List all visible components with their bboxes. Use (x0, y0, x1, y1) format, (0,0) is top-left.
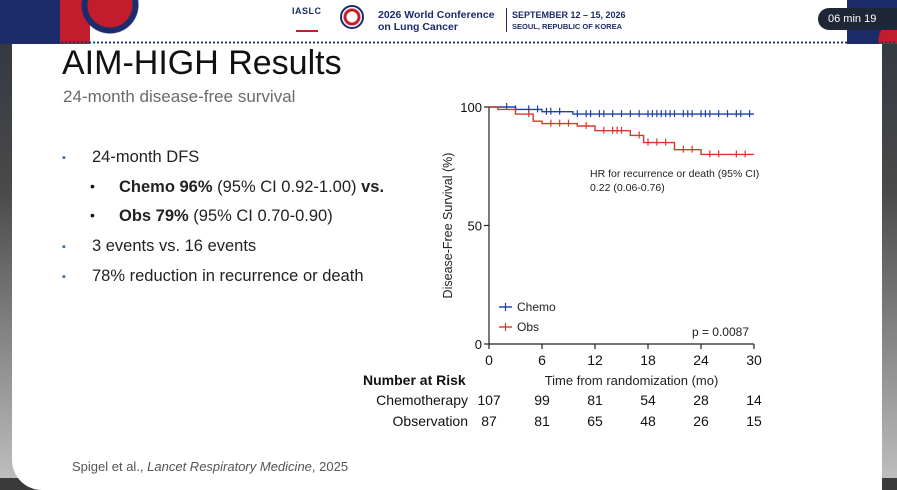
iaslc-logo: IASLC (292, 6, 322, 16)
p-value-annotation: p = 0.0087 (692, 325, 749, 339)
risk-value: 26 (693, 413, 709, 429)
risk-value: 14 (746, 392, 762, 408)
risk-table-title: Number at Risk (363, 372, 466, 388)
conference-header: IASLC 2026 World Conference on Lung Canc… (0, 0, 897, 44)
conference-date-range: SEPTEMBER 12 – 15, 2026 (512, 10, 626, 20)
bullet-item: ▪ 24-month DFS (62, 148, 200, 166)
risk-table: Number at Risk Chemotherapy Observation … (363, 372, 762, 429)
x-tick-label: 6 (538, 352, 546, 368)
risk-value: 15 (746, 413, 762, 429)
conference-dates: SEPTEMBER 12 – 15, 2026 SEOUL, REPUBLIC … (512, 9, 652, 33)
x-tick-label: 12 (587, 352, 603, 368)
risk-value: 87 (481, 413, 497, 429)
slide (12, 30, 882, 490)
conference-title-line2: on Lung Cancer (378, 21, 458, 33)
y-tick-label: 0 (475, 337, 482, 352)
slide-subtitle: 24-month disease-free survival (63, 87, 296, 106)
conference-title-line1: 2026 World Conference (378, 9, 495, 21)
risk-value: 48 (640, 413, 656, 429)
lung-logo-icon (296, 20, 318, 32)
header-divider (506, 8, 507, 32)
header-dotted-rule (0, 41, 897, 44)
kaplan-meier-chart: 0 6 12 18 24 30 0 50 100 Disease-Free Survival (… (363, 100, 762, 429)
conference-title: 2026 World Conference on Lung Cancer (378, 9, 508, 33)
risk-value: 81 (587, 392, 603, 408)
bullet-item: • Chemo 96% (95% CI 0.92-1.00) vs. (90, 178, 385, 196)
y-tick-label: 100 (460, 100, 482, 115)
series-obs (489, 106, 754, 158)
risk-value: 28 (693, 392, 709, 408)
hr-annotation-line1: HR for recurrence or death (95% CI) (590, 168, 759, 180)
y-tick-label: 50 (468, 219, 482, 234)
conference-seal-icon (340, 5, 364, 29)
bullet-item: ▪ 78% reduction in recurrence or death (62, 267, 364, 285)
risk-row-label-chemotherapy: Chemotherapy (376, 392, 468, 408)
header-decor-left (0, 0, 150, 44)
risk-row-label-observation: Observation (393, 413, 468, 429)
square-bullet-icon: ▪ (62, 152, 66, 164)
risk-value: 81 (534, 413, 550, 429)
timer-badge[interactable]: 06 min 19 (818, 8, 897, 30)
y-axis-label: Disease-Free Survival (%) (441, 153, 455, 299)
bullet-item: ▪ 3 events vs. 16 events (62, 237, 257, 255)
square-bullet-icon: ▪ (62, 271, 66, 283)
bullet-item: • Obs 79% (95% CI 0.70-0.90) (90, 207, 333, 225)
square-bullet-icon: ▪ (62, 241, 66, 253)
series-chemo (489, 103, 754, 118)
hr-annotation-line2: 0.22 (0.06-0.76) (590, 182, 665, 194)
x-axis-label: Time from randomization (mo) (545, 373, 719, 388)
dot-bullet-icon: • (90, 207, 95, 223)
slide-title: AIM-HIGH Results (62, 44, 342, 82)
x-tick-label: 0 (485, 352, 493, 368)
survival-curves (489, 103, 754, 158)
risk-value: 107 (477, 392, 501, 408)
legend-label-chemo: Chemo (517, 300, 556, 314)
risk-value: 54 (640, 392, 656, 408)
x-tick-label: 24 (693, 352, 709, 368)
risk-value: 65 (587, 413, 603, 429)
legend-label-obs: Obs (517, 320, 539, 334)
x-tick-label: 18 (640, 352, 656, 368)
citation: Spigel et al., Lancet Respiratory Medici… (72, 459, 349, 474)
chart-legend: Chemo Obs (499, 300, 556, 334)
dot-bullet-icon: • (90, 178, 95, 194)
risk-value: 99 (534, 392, 550, 408)
axis-ticks: 0 6 12 18 24 30 0 50 100 (460, 100, 762, 368)
x-tick-label: 30 (746, 352, 762, 368)
conference-location: SEOUL, REPUBLIC OF KOREA (512, 22, 623, 31)
